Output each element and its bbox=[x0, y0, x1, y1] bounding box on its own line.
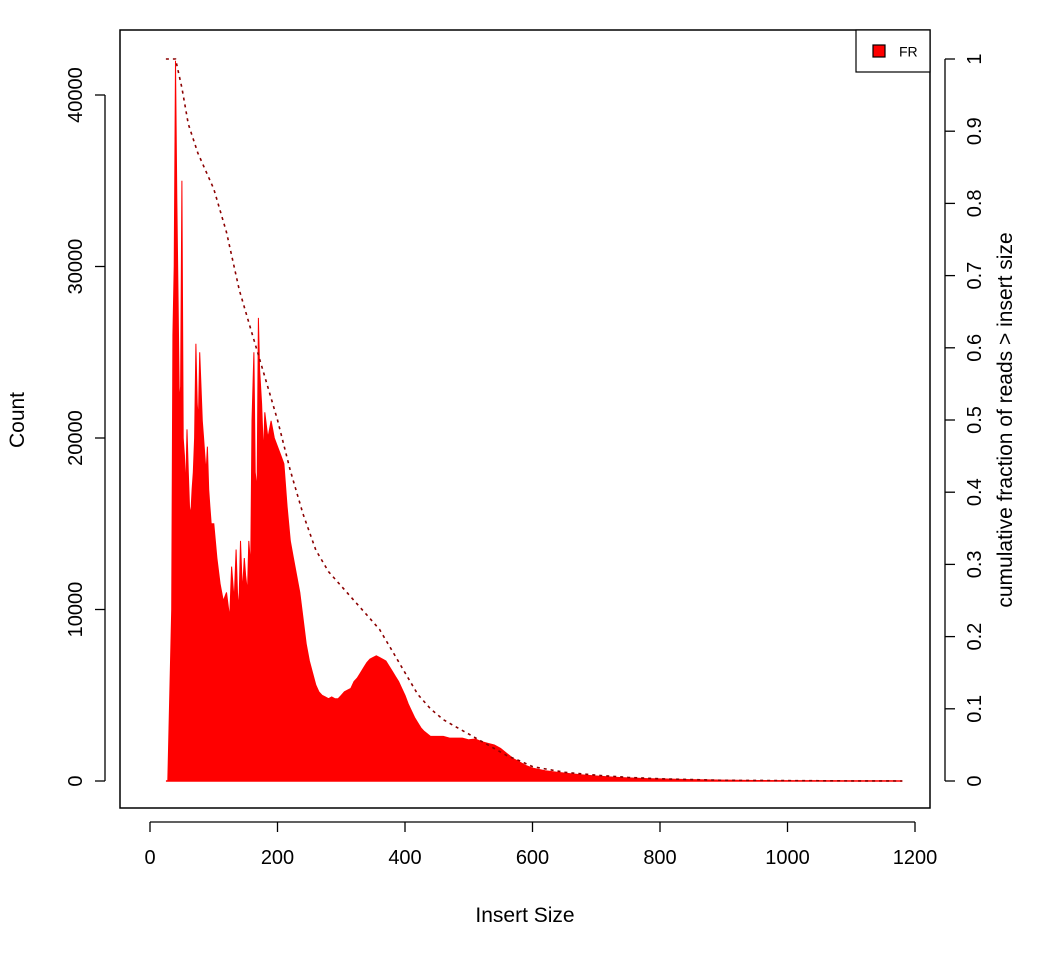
legend-label-fr: FR bbox=[899, 44, 918, 60]
y-tick-label: 20000 bbox=[65, 410, 87, 466]
plot-frame bbox=[119, 29, 931, 809]
y2-axis-title: cumulative fraction of reads > insert si… bbox=[994, 232, 1017, 607]
cumulative-fraction-line bbox=[165, 58, 903, 782]
x-tick-label: 200 bbox=[261, 847, 294, 869]
y-tick-label: 30000 bbox=[65, 239, 87, 295]
legend: FR bbox=[855, 29, 931, 73]
legend-box bbox=[855, 29, 931, 73]
y2-tick-label: 0.6 bbox=[964, 334, 986, 362]
x-tick-label: 600 bbox=[516, 847, 549, 869]
y2-tick-label: 0 bbox=[964, 775, 986, 786]
y2-tick-label: 0.2 bbox=[964, 623, 986, 651]
x-tick-label: 400 bbox=[388, 847, 421, 869]
x-tick-label: 0 bbox=[144, 847, 155, 869]
y-axis-title: Count bbox=[6, 392, 29, 448]
y2-tick-label: 0.3 bbox=[964, 550, 986, 578]
y2-tick-label: 0.7 bbox=[964, 262, 986, 290]
x-tick-label: 800 bbox=[643, 847, 676, 869]
y2-tick-label: 0.8 bbox=[964, 189, 986, 217]
x-tick-label: 1000 bbox=[765, 847, 810, 869]
x-axis-title: Insert Size bbox=[475, 904, 574, 927]
y2-tick-label: 1 bbox=[964, 53, 986, 64]
y2-tick-label: 0.5 bbox=[964, 406, 986, 434]
x-tick-label: 1200 bbox=[893, 847, 938, 869]
y-tick-label: 40000 bbox=[65, 67, 87, 123]
y2-tick-label: 0.9 bbox=[964, 117, 986, 145]
histogram-area-fr bbox=[167, 60, 903, 782]
legend-swatch-fr bbox=[872, 44, 886, 58]
y-tick-label: 0 bbox=[65, 775, 87, 786]
y2-tick-label: 0.1 bbox=[964, 695, 986, 723]
y-tick-label: 10000 bbox=[65, 582, 87, 638]
y2-tick-label: 0.4 bbox=[964, 478, 986, 506]
